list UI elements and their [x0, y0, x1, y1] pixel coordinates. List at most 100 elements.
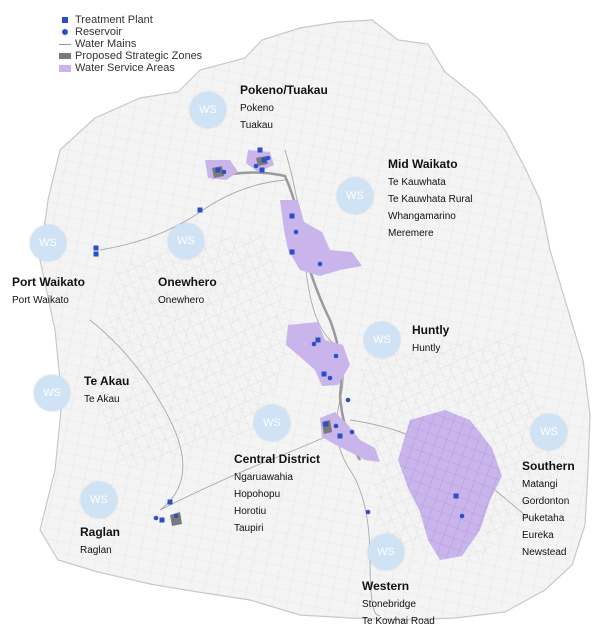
place-label: Te Akau	[84, 394, 120, 405]
legend-label: Treatment Plant	[75, 14, 153, 26]
legend-label: Water Service Areas	[75, 62, 175, 74]
place-label: Te Kowhai Road	[362, 616, 435, 627]
place-label: Gordonton	[522, 496, 570, 507]
treatment-plant-marker	[257, 147, 263, 153]
ws-circle-huntly[interactable]: WS	[364, 322, 400, 358]
zone-port-waikato: Port Waikato Port Waikato	[12, 274, 85, 309]
reservoir-marker	[265, 155, 271, 161]
treatment-plant-marker	[321, 371, 327, 377]
legend-label: Proposed Strategic Zones	[75, 50, 203, 62]
grey-fill-icon	[58, 53, 72, 59]
reservoir-marker	[311, 341, 317, 347]
reservoir-marker	[327, 375, 333, 381]
reservoir-marker	[253, 163, 259, 169]
zone-onewhero: Onewhero Onewhero	[158, 274, 217, 309]
zone-title: Mid Waikato	[388, 157, 458, 171]
purple-fill-icon	[58, 64, 72, 72]
zone-title: Central District	[234, 452, 321, 466]
treatment-plant-marker	[259, 167, 265, 173]
grey-line-icon	[58, 43, 72, 45]
zone-title: Western	[362, 579, 410, 593]
reservoir-marker	[173, 513, 179, 519]
treatment-plant-marker	[323, 421, 329, 427]
zone-raglan: Raglan Raglan	[80, 524, 120, 559]
zone-title: Huntly	[412, 323, 450, 337]
legend-item: Water Mains	[58, 38, 202, 50]
reservoir-marker	[293, 229, 299, 235]
place-label: Matangi	[522, 479, 558, 490]
reservoir-marker	[333, 353, 339, 359]
legend: Treatment Plant Reservoir Water Mains Pr…	[58, 14, 202, 74]
place-label: Eureka	[522, 530, 554, 541]
place-label: Raglan	[80, 545, 112, 556]
treatment-plant-marker	[215, 167, 221, 173]
blue-dot-icon	[58, 29, 72, 35]
zone-title: Southern	[522, 459, 575, 473]
treatment-plant-marker	[159, 517, 165, 523]
ws-circle-te-akau[interactable]: WS	[34, 375, 70, 411]
place-label: Huntly	[412, 343, 441, 354]
legend-item: Proposed Strategic Zones	[58, 50, 202, 62]
ws-circle-pokeno-tuakau[interactable]: WS	[190, 92, 226, 128]
zone-pokeno-tuakau: Pokeno/Tuakau Pokeno Tuakau	[240, 82, 328, 134]
place-label: Port Waikato	[12, 295, 69, 306]
reservoir-marker	[349, 429, 355, 435]
zone-te-akau: Te Akau Te Akau	[84, 373, 129, 408]
zone-huntly: Huntly Huntly	[412, 322, 449, 357]
place-label: Ngaruawahia	[234, 472, 293, 483]
ws-circle-southern[interactable]: WS	[531, 414, 567, 450]
ws-circle-raglan[interactable]: WS	[81, 482, 117, 518]
ws-circle-port-waikato[interactable]: WS	[30, 225, 66, 261]
treatment-plant-marker	[453, 493, 459, 499]
zone-western: Western Stonebridge Te Kowhai Road	[362, 578, 435, 630]
reservoir-marker	[459, 513, 465, 519]
reservoir-marker	[153, 515, 159, 521]
legend-label: Water Mains	[75, 38, 137, 50]
place-label: Pokeno	[240, 103, 274, 114]
zone-title: Te Akau	[84, 374, 130, 388]
zone-title: Raglan	[80, 525, 121, 539]
place-label: Te Kauwhata	[388, 177, 446, 188]
zone-central-district: Central District Ngaruawahia Hopohopu Ho…	[234, 451, 320, 537]
treatment-plant-marker	[289, 213, 295, 219]
asset-markers	[93, 147, 465, 523]
place-label: Onewhero	[158, 295, 205, 306]
ws-circle-western[interactable]: WS	[368, 534, 404, 570]
treatment-plant-marker	[289, 249, 295, 255]
legend-item: Reservoir	[58, 26, 202, 38]
place-label: Puketaha	[522, 513, 565, 524]
zone-title: Onewhero	[158, 275, 217, 289]
place-label: Whangamarino	[388, 211, 456, 222]
place-label: Hopohopu	[234, 489, 281, 500]
place-label: Tuakau	[240, 120, 273, 131]
reservoir-marker	[365, 509, 371, 515]
reservoir-marker	[317, 261, 323, 267]
place-label: Te Kauwhata Rural	[388, 194, 473, 205]
treatment-plant-marker	[93, 245, 99, 251]
zone-mid-waikato: Mid Waikato Te Kauwhata Te Kauwhata Rura…	[388, 156, 473, 242]
treatment-plant-marker	[93, 251, 99, 257]
legend-label: Reservoir	[75, 26, 123, 38]
zone-title: Port Waikato	[12, 275, 85, 289]
legend-item: Treatment Plant	[58, 14, 202, 26]
treatment-plant-marker	[315, 337, 321, 343]
zone-title: Pokeno/Tuakau	[240, 83, 328, 97]
place-label: Meremere	[388, 228, 434, 239]
treatment-plant-marker	[197, 207, 203, 213]
zone-southern: Southern Matangi Gordonton Puketaha Eure…	[522, 458, 575, 561]
place-label: Taupiri	[234, 523, 264, 534]
reservoir-marker	[221, 169, 227, 175]
legend-item: Water Service Areas	[58, 62, 202, 74]
river	[211, 171, 362, 461]
ws-circle-onewhero[interactable]: WS	[168, 223, 204, 259]
place-label: Horotiu	[234, 506, 267, 517]
treatment-plant-marker	[337, 433, 343, 439]
reservoir-marker	[345, 397, 351, 403]
blue-square-icon	[58, 17, 72, 23]
place-label: Newstead	[522, 547, 567, 558]
ws-circle-mid-waikato[interactable]: WS	[337, 178, 373, 214]
treatment-plant-marker	[167, 499, 173, 505]
ws-circle-central-district[interactable]: WS	[254, 405, 290, 441]
place-label: Stonebridge	[362, 599, 416, 610]
